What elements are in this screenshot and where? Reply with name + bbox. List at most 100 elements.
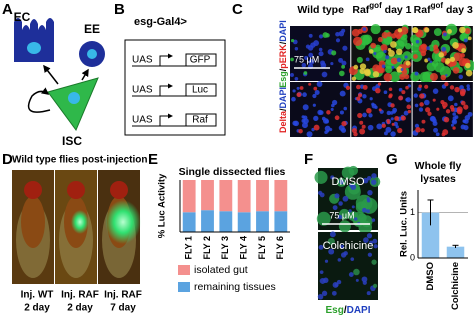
cell [404,55,408,59]
cell [313,40,320,46]
cell [291,96,296,102]
legend-swatch [178,265,190,275]
cell [348,165,359,176]
cell [433,28,442,36]
cell [314,170,328,184]
cell [424,84,429,89]
cell [323,277,329,284]
cell [373,51,377,55]
x-tick-label: FLY 3 [220,236,230,260]
label-part: Esg [325,305,343,316]
cell [321,71,328,78]
nucleus [68,92,80,104]
cell [341,121,347,127]
cell [306,131,313,138]
cell [331,50,337,56]
cell [293,120,299,127]
cell [302,92,307,98]
cell-label: EE [84,22,100,36]
cell [357,112,363,119]
label-part: day 1 [382,4,412,16]
fly-label: 7 day [110,303,136,314]
cell [371,173,377,179]
cell [359,128,366,135]
bar [421,212,440,258]
panel-label: E [148,151,158,168]
cell [303,71,308,75]
cell [318,34,324,39]
cell [397,127,403,134]
cell [362,280,367,285]
cell [414,123,420,128]
cell-label: ISC [62,134,82,148]
x-tick-label: Colchicine [450,262,461,310]
cell [418,44,428,53]
cell [395,34,402,40]
bar-segment [201,210,214,232]
cell [294,47,299,51]
x-tick-label: FLY 4 [239,236,249,260]
cell [427,57,431,61]
nucleus [27,42,41,54]
cell [375,87,381,94]
cell [458,57,468,67]
x-tick-label: FLY 5 [257,236,267,260]
cell [319,270,324,275]
cell [463,124,469,131]
cell [335,31,340,37]
fly-label: 2 day [24,303,50,314]
cell [340,252,347,258]
cell [318,47,323,52]
cell [366,107,372,114]
cell [450,107,455,112]
bar-segment [219,180,233,212]
cell [415,127,421,133]
column-header: Wild type [297,4,344,16]
cell [405,97,411,103]
label-part: DAPI [278,87,288,109]
cell [362,34,373,45]
cell [452,112,456,116]
cell [339,179,344,185]
cell-label: EC [14,10,31,24]
promoter: UAS [132,115,153,126]
y-axis-label: % Luc Activity [157,173,168,238]
cell [412,27,419,34]
cell [385,126,392,133]
cell [338,57,344,63]
cell [425,107,431,113]
cell [467,36,472,41]
cell [381,123,386,128]
cell [299,86,304,90]
cell [369,240,374,245]
cell [383,72,393,82]
condition-label: Colchicine [323,240,374,252]
cell [377,82,382,86]
bar-segment [274,180,288,212]
cell [366,175,372,181]
cell [367,124,374,131]
cell [414,71,419,76]
cell [370,42,377,49]
cell [439,66,452,78]
cell [465,69,473,77]
cell [451,119,458,125]
label-part: day 3 [443,4,473,16]
cell [296,92,302,98]
cell [445,23,458,36]
cell [458,74,464,80]
cell [362,177,369,184]
label-part: Esg [278,71,288,88]
panel-label: C [232,1,243,18]
cell [357,93,363,98]
bar-segment [256,180,269,212]
cell [394,40,405,51]
cell [447,95,454,102]
bar [446,246,465,258]
x-tick-label: DMSO [425,262,436,291]
cell [418,84,423,89]
cell [452,67,460,74]
bar-segment [182,212,196,232]
cell [362,27,367,32]
cell [359,68,366,75]
